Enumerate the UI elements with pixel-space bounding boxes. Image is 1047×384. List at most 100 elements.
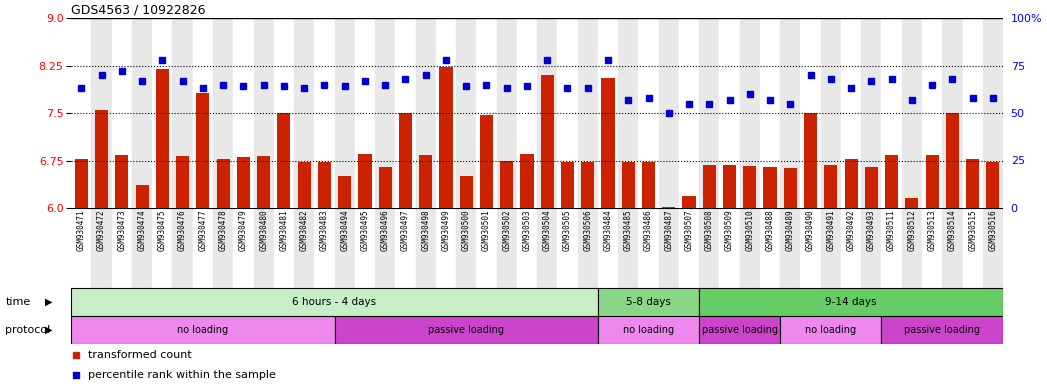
Text: GSM930498: GSM930498 (421, 210, 430, 251)
Bar (233, 208, 253, 288)
Text: GSM930486: GSM930486 (644, 210, 653, 251)
Bar (399, 113, 413, 208)
Bar (74, 159, 88, 208)
Bar (537, 208, 557, 288)
Text: GSM930497: GSM930497 (401, 210, 410, 251)
Text: GSM930494: GSM930494 (340, 210, 349, 251)
Bar (91, 18, 112, 208)
Bar (540, 75, 554, 208)
Bar (379, 167, 392, 208)
Text: GSM930475: GSM930475 (158, 210, 166, 251)
Bar (598, 18, 618, 208)
Text: GSM930482: GSM930482 (299, 210, 309, 251)
Text: GSM930510: GSM930510 (745, 210, 754, 251)
Text: GSM930496: GSM930496 (381, 210, 389, 251)
Bar (297, 162, 311, 208)
Bar (436, 208, 456, 288)
Bar (601, 78, 615, 208)
Bar (723, 165, 736, 208)
Bar (476, 208, 496, 288)
Bar (156, 69, 169, 208)
Bar (719, 18, 739, 208)
Text: passive loading: passive loading (428, 325, 505, 335)
Bar (318, 162, 331, 208)
Text: GSM930515: GSM930515 (968, 210, 977, 251)
Text: GSM930474: GSM930474 (137, 210, 147, 251)
Bar (355, 18, 375, 208)
Bar (557, 208, 578, 288)
Text: no loading: no loading (805, 325, 856, 335)
Text: no loading: no loading (177, 325, 228, 335)
Bar (962, 18, 983, 208)
Bar (496, 208, 517, 288)
Bar (135, 185, 149, 208)
Bar (496, 18, 517, 208)
Bar (213, 18, 233, 208)
Bar (983, 208, 1003, 288)
Bar (901, 18, 922, 208)
Bar (804, 113, 817, 208)
Bar (193, 208, 213, 288)
Bar (618, 208, 639, 288)
Bar (416, 18, 436, 208)
Text: GDS4563 / 10922826: GDS4563 / 10922826 (71, 3, 205, 16)
Text: GSM930501: GSM930501 (482, 210, 491, 251)
Bar (314, 208, 335, 288)
Text: GSM930512: GSM930512 (908, 210, 916, 251)
Bar (314, 18, 335, 208)
Text: GSM930473: GSM930473 (117, 210, 127, 251)
Text: GSM930506: GSM930506 (583, 210, 593, 251)
Bar (193, 18, 213, 208)
Bar (986, 162, 1000, 208)
Bar (173, 18, 193, 208)
Bar (642, 162, 655, 208)
Bar (396, 18, 416, 208)
Bar (358, 154, 372, 208)
Text: GSM930509: GSM930509 (726, 210, 734, 251)
Text: GSM930489: GSM930489 (786, 210, 795, 251)
Bar (760, 208, 780, 288)
Bar (480, 115, 493, 208)
Bar (258, 156, 270, 208)
Bar (476, 18, 496, 208)
Bar (598, 288, 699, 316)
Bar (294, 18, 314, 208)
Text: GSM930476: GSM930476 (178, 210, 187, 251)
Bar (112, 208, 132, 288)
Bar (375, 18, 396, 208)
Bar (233, 18, 253, 208)
Bar (699, 288, 1003, 316)
Bar (557, 18, 578, 208)
Bar (699, 316, 780, 344)
Bar (217, 159, 229, 208)
Text: GSM930514: GSM930514 (948, 210, 957, 251)
Bar (517, 208, 537, 288)
Bar (801, 208, 821, 288)
Bar (719, 208, 739, 288)
Text: time: time (5, 297, 30, 307)
Bar (901, 208, 922, 288)
Bar (520, 154, 534, 208)
Bar (824, 165, 838, 208)
Bar (419, 156, 432, 208)
Text: GSM930483: GSM930483 (320, 210, 329, 251)
Bar (273, 18, 294, 208)
Text: GSM930511: GSM930511 (887, 210, 896, 251)
Text: passive loading: passive loading (701, 325, 778, 335)
Bar (500, 161, 513, 208)
Bar (780, 18, 801, 208)
Bar (598, 208, 618, 288)
Bar (862, 208, 882, 288)
Bar (639, 18, 659, 208)
Text: GSM930472: GSM930472 (97, 210, 106, 251)
Bar (416, 208, 436, 288)
Bar (882, 18, 901, 208)
Bar (780, 316, 882, 344)
Text: GSM930479: GSM930479 (239, 210, 248, 251)
Bar (440, 68, 452, 208)
Bar (517, 18, 537, 208)
Bar (683, 196, 695, 208)
Text: GSM930478: GSM930478 (219, 210, 227, 251)
Text: GSM930493: GSM930493 (867, 210, 876, 251)
Bar (338, 176, 351, 208)
